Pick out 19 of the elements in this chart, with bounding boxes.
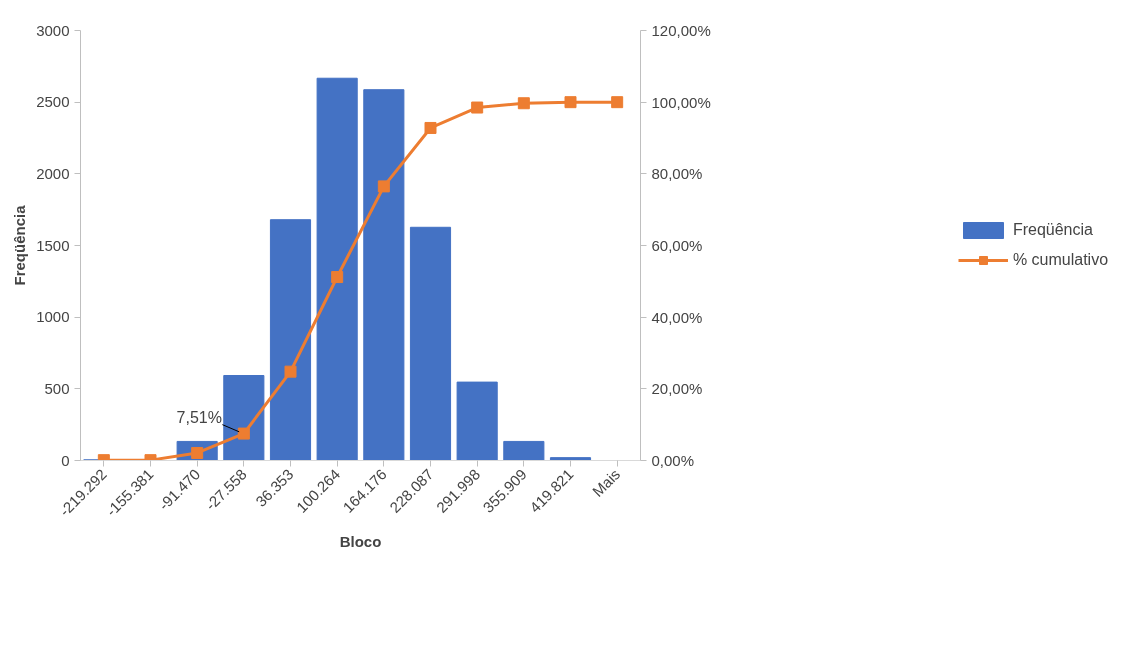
y-tick-label: 2500 bbox=[36, 93, 70, 111]
y2-tick-label: 120,00% bbox=[651, 22, 711, 39]
y-tick-label: 500 bbox=[44, 379, 70, 397]
y2-tick-label: 0,00% bbox=[651, 452, 695, 469]
y2-tick-label: 80,00% bbox=[651, 165, 703, 183]
legend-label: Freqüência bbox=[1012, 221, 1093, 239]
annotation: 7,51% bbox=[176, 409, 222, 427]
y2-tick-label: 100,00% bbox=[651, 93, 711, 111]
y-axis-title: Freqüência bbox=[11, 204, 29, 286]
y2-tick-label: 20,00% bbox=[651, 380, 703, 398]
y2-tick-label: 60,00% bbox=[651, 237, 703, 254]
y2-tick-label: 40,00% bbox=[651, 308, 703, 326]
y-tick-label: 2000 bbox=[36, 164, 70, 182]
y-tick-label: 3000 bbox=[36, 21, 70, 39]
y-tick-label: 1500 bbox=[36, 236, 70, 254]
y-tick-label: 1000 bbox=[36, 308, 70, 326]
x-axis-title: Bloco bbox=[339, 533, 382, 551]
y-tick-label: 0 bbox=[61, 451, 70, 469]
legend-label: % cumulativo bbox=[1012, 251, 1109, 269]
